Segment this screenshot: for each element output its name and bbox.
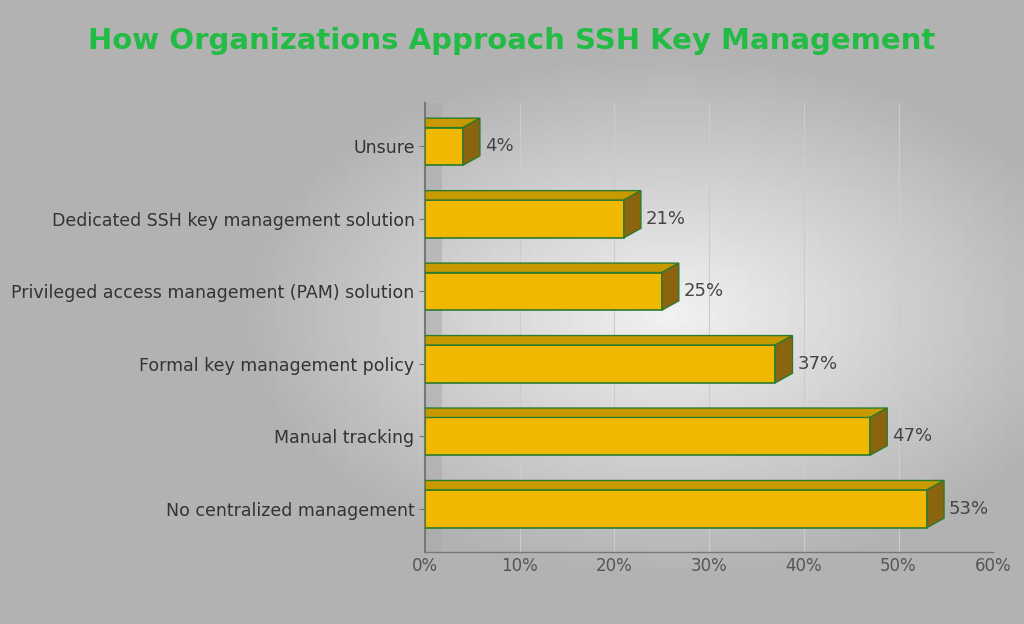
Polygon shape — [425, 480, 944, 490]
Polygon shape — [425, 127, 463, 165]
Text: 53%: 53% — [949, 500, 989, 518]
Text: How Organizations Approach SSH Key Management: How Organizations Approach SSH Key Manag… — [88, 27, 936, 54]
Polygon shape — [425, 336, 793, 345]
Text: 25%: 25% — [684, 283, 724, 300]
Polygon shape — [425, 46, 442, 562]
Polygon shape — [425, 273, 662, 310]
Polygon shape — [425, 345, 775, 383]
Text: 4%: 4% — [484, 137, 513, 155]
Text: 47%: 47% — [892, 427, 932, 446]
Polygon shape — [425, 408, 887, 417]
Text: 21%: 21% — [646, 210, 686, 228]
Polygon shape — [463, 118, 480, 165]
Polygon shape — [624, 191, 641, 238]
Polygon shape — [870, 408, 887, 455]
Polygon shape — [425, 417, 870, 455]
Polygon shape — [425, 200, 624, 238]
Polygon shape — [425, 191, 641, 200]
Polygon shape — [927, 480, 944, 528]
Text: 37%: 37% — [798, 355, 838, 373]
Polygon shape — [775, 336, 793, 383]
Polygon shape — [425, 118, 480, 127]
Polygon shape — [425, 263, 679, 273]
Polygon shape — [662, 263, 679, 310]
Polygon shape — [425, 490, 927, 528]
